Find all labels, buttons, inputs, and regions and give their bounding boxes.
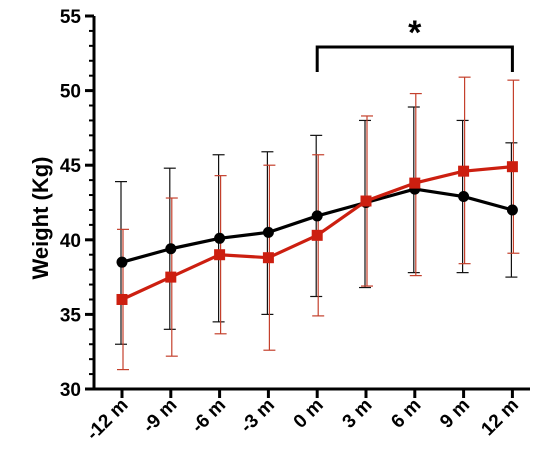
- data-point-square: [165, 271, 177, 283]
- y-axis-title: Weight (Kg): [28, 156, 53, 279]
- x-tick-label: 0 m: [290, 395, 328, 433]
- data-point-square: [458, 165, 470, 177]
- x-tick-label: 3 m: [339, 395, 377, 433]
- x-tick-label: 6 m: [387, 395, 425, 433]
- significance-annotation: *: [315, 14, 514, 72]
- y-tick-label: 35: [60, 305, 82, 326]
- x-tick-label: -9 m: [139, 395, 181, 437]
- significance-bracket: [315, 45, 514, 72]
- y-tick-label: 40: [60, 231, 81, 252]
- data-point-square: [409, 177, 421, 189]
- y-tick-label: 55: [60, 7, 82, 28]
- y-tick-label: 50: [60, 82, 81, 103]
- data-point-circle: [262, 226, 274, 238]
- data-point-square: [360, 195, 372, 207]
- data-point-square: [262, 252, 274, 264]
- x-tick-label: 12 m: [477, 395, 522, 440]
- series-markers: [116, 161, 518, 305]
- y-tick-label: 45: [60, 156, 82, 177]
- x-tick-label: -12 m: [83, 395, 133, 445]
- axes: 30 35 40 45 50 55 -12 m -9 m -6 m -3 m 0 m 3 m 6 m 9 …: [60, 7, 530, 445]
- data-point-circle: [116, 256, 128, 268]
- series-line: [121, 187, 513, 264]
- data-point-square: [116, 293, 128, 305]
- data-point-circle: [165, 243, 177, 255]
- data-point-square: [214, 249, 226, 261]
- error-bars: [115, 76, 520, 371]
- x-tick-label: -3 m: [236, 395, 278, 437]
- x-tick-label: -6 m: [188, 395, 230, 437]
- data-point-circle: [506, 204, 518, 216]
- data-point-circle: [311, 210, 323, 222]
- y-tick-label: 30: [60, 380, 81, 401]
- significance-star: *: [408, 14, 422, 52]
- data-point-circle: [458, 191, 470, 203]
- data-point-circle: [214, 232, 226, 244]
- x-tick-label: 9 m: [436, 395, 474, 433]
- data-point-square: [506, 161, 518, 173]
- data-point-square: [311, 229, 323, 241]
